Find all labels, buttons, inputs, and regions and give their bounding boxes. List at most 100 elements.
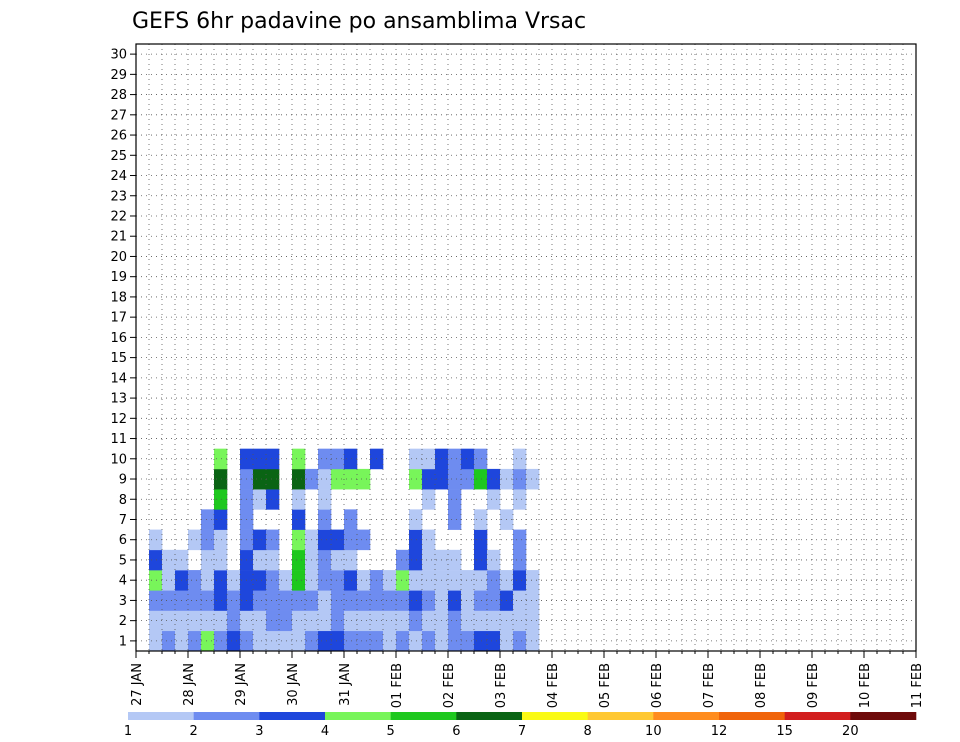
colorbar-label: 6 — [452, 724, 460, 739]
colorbar-segment — [128, 712, 194, 720]
heatmap-cell — [331, 549, 345, 571]
heatmap-cell — [409, 570, 423, 591]
heatmap-cell — [357, 630, 371, 652]
heatmap-cell — [474, 630, 488, 652]
colorbar-segment — [522, 712, 588, 720]
heatmap-cell — [149, 590, 163, 611]
heatmap-cell — [331, 570, 345, 591]
heatmap-cell — [474, 549, 488, 571]
heatmap-cell — [149, 570, 163, 591]
heatmap-cell — [474, 468, 488, 490]
x-tick-label: 02 FEB — [442, 663, 457, 708]
y-tick-label: 3 — [119, 594, 127, 609]
heatmap-cell — [344, 468, 358, 490]
colorbar-label: 7 — [518, 724, 526, 739]
heatmap-cell — [526, 468, 540, 490]
heatmap-cell — [448, 570, 462, 591]
y-tick-label: 30 — [110, 48, 127, 63]
heatmap-cell — [409, 590, 423, 611]
y-tick-label: 17 — [110, 311, 127, 326]
heatmap-cell — [253, 529, 267, 551]
y-tick-label: 26 — [110, 129, 127, 144]
colorbar-label: 3 — [255, 724, 263, 739]
heatmap-cell — [162, 570, 176, 591]
heatmap-cell — [487, 610, 501, 632]
heatmap-cell — [318, 630, 332, 652]
heatmap-cell — [253, 610, 267, 632]
heatmap-cell — [331, 610, 345, 632]
x-tick-label: 03 FEB — [494, 663, 509, 708]
y-tick-label: 10 — [110, 452, 127, 467]
heatmap-cell — [357, 468, 371, 490]
y-tick-label: 1 — [119, 634, 127, 649]
heatmap-cell — [487, 489, 501, 510]
heatmap-cell — [214, 468, 228, 490]
heatmap-cell — [162, 630, 176, 652]
heatmap-cell — [357, 570, 371, 591]
y-tick-label: 16 — [110, 331, 127, 346]
heatmap-cell — [292, 489, 306, 510]
heatmap-cell — [214, 529, 228, 551]
colorbar-label: 1 — [124, 724, 132, 739]
heatmap-cell — [409, 468, 423, 490]
heatmap-cell — [474, 529, 488, 551]
heatmap-cell — [266, 448, 280, 470]
heatmap-cell — [383, 610, 397, 632]
heatmap-cell — [474, 610, 488, 632]
heatmap-cell — [188, 610, 202, 632]
heatmap-cell — [513, 549, 527, 571]
heatmap-cell — [331, 590, 345, 611]
y-tick-label: 20 — [110, 250, 127, 265]
heatmap-cell — [149, 610, 163, 632]
heatmap-cell — [344, 549, 358, 571]
heatmap-cell — [292, 509, 306, 530]
heatmap-cell — [227, 570, 241, 591]
heatmap-cell — [292, 468, 306, 490]
y-tick-label: 14 — [110, 371, 127, 386]
heatmap-cell — [318, 590, 332, 611]
y-tick-label: 27 — [110, 108, 127, 123]
y-tick-label: 12 — [110, 412, 127, 427]
heatmap-cell — [318, 610, 332, 632]
heatmap-cell — [201, 630, 215, 652]
heatmap-cell — [292, 529, 306, 551]
heatmap-cell — [188, 590, 202, 611]
colorbar-segment — [259, 712, 326, 720]
heatmap-cell — [474, 509, 488, 530]
x-tick-label: 10 FEB — [858, 663, 873, 708]
heatmap-cell — [422, 549, 436, 571]
heatmap-cell — [461, 590, 475, 611]
heatmap-cell — [513, 610, 527, 632]
heatmap-cell — [253, 570, 267, 591]
x-tick-label: 30 JAN — [286, 663, 301, 706]
heatmap-cell — [487, 590, 501, 611]
heatmap-cell — [448, 468, 462, 490]
y-tick-label: 11 — [110, 432, 127, 447]
chart-title: GEFS 6hr padavine po ansamblima Vrsac — [132, 9, 586, 34]
heatmap-cell — [318, 509, 332, 530]
heatmap-cell — [227, 610, 241, 632]
heatmap-cell — [513, 489, 527, 510]
colorbar-label: 12 — [711, 724, 728, 739]
y-tick-label: 7 — [119, 513, 127, 528]
heatmap-cell — [448, 489, 462, 510]
heatmap-cell — [162, 549, 176, 571]
heatmap-cell — [526, 630, 540, 652]
heatmap-cell — [331, 448, 345, 470]
heatmap-cell — [188, 630, 202, 652]
heatmap-cell — [201, 549, 215, 571]
heatmap-cell — [461, 448, 475, 470]
heatmap-cell — [448, 630, 462, 652]
y-tick-label: 28 — [110, 88, 127, 103]
heatmap-cell — [292, 630, 306, 652]
heatmap-cell — [513, 630, 527, 652]
heatmap-cell — [214, 509, 228, 530]
heatmap-cell — [422, 610, 436, 632]
heatmap-cell — [149, 630, 163, 652]
heatmap-cell — [513, 590, 527, 611]
heatmap-cell — [266, 529, 280, 551]
colorbar-segment — [784, 712, 851, 720]
colorbar-segment — [850, 712, 917, 720]
heatmap-cell — [188, 570, 202, 591]
x-tick-label: 31 JAN — [338, 663, 353, 706]
